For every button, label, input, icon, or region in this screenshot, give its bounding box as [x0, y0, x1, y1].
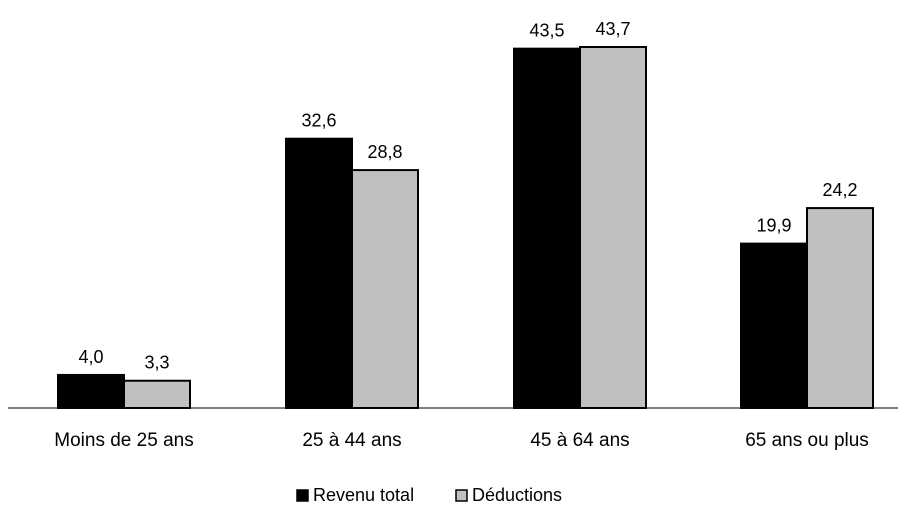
bar-deductions-0: [123, 379, 191, 410]
legend: Revenu total Déductions: [296, 485, 562, 505]
value-label-revenu-total-1: 32,6: [301, 111, 336, 131]
value-label-deductions-2: 43,7: [595, 19, 630, 39]
legend-swatch-deductions: [455, 489, 468, 502]
bars-group: [57, 46, 874, 410]
bar-deductions-2: [579, 46, 647, 409]
value-label-deductions-0: 3,3: [144, 353, 169, 373]
value-label-revenu-total-3: 19,9: [756, 216, 791, 236]
value-label-deductions-1: 28,8: [367, 142, 402, 162]
bar-deductions-3: [806, 207, 874, 409]
category-label-2: 45 à 64 ans: [530, 430, 629, 451]
value-label-deductions-3: 24,2: [822, 180, 857, 200]
bar-revenu-total-2: [513, 47, 581, 410]
bar-revenu-total-3: [740, 242, 808, 409]
bar-revenu-total-0: [57, 373, 125, 409]
category-label-1: 25 à 44 ans: [302, 430, 401, 451]
value-label-revenu-total-0: 4,0: [78, 347, 103, 367]
bar-revenu-total-1: [285, 137, 353, 409]
category-label-0: Moins de 25 ans: [54, 430, 193, 451]
legend-label-deductions: Déductions: [472, 485, 562, 505]
category-labels-group: Moins de 25 ans 25 à 44 ans 45 à 64 ans 65 …: [54, 430, 869, 451]
bar-deductions-1: [351, 169, 419, 409]
value-labels-group: 4,0 3,3 32,6 28,8 43,5 43,7 19,9 24,2: [78, 19, 857, 373]
category-label-3: 65 ans ou plus: [745, 430, 869, 451]
value-label-revenu-total-2: 43,5: [529, 21, 564, 41]
legend-swatch-revenu-total: [296, 489, 309, 502]
legend-label-revenu-total: Revenu total: [313, 485, 414, 505]
